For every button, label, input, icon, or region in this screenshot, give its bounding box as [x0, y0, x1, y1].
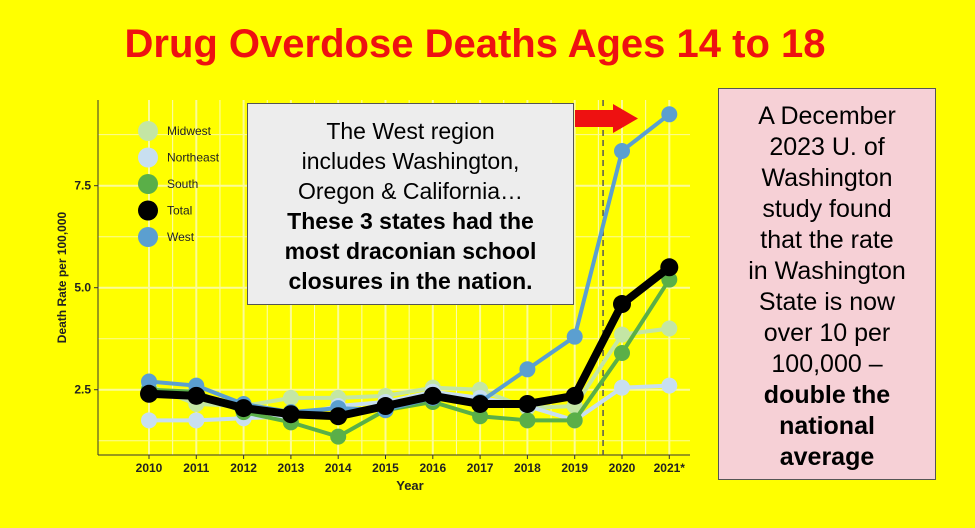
callout-line: Oregon & California… [298, 178, 523, 204]
west-region-callout: The West region includes Washington, Ore… [247, 103, 574, 305]
data-point-northeast [614, 379, 630, 396]
callout-line: Washington [761, 164, 893, 192]
x-tick-label: 2010 [136, 461, 163, 475]
x-tick-label: 2014 [325, 461, 352, 475]
callout-line: includes Washington, [301, 148, 520, 174]
x-tick-label: 2016 [419, 461, 446, 475]
callout-line: in Washington [748, 257, 906, 285]
legend-marker [138, 121, 158, 141]
callout-line: A December [758, 102, 896, 130]
data-point-total [376, 397, 395, 416]
data-point-total [187, 386, 206, 405]
x-tick-label: 2013 [278, 461, 305, 475]
legend-label: Northeast [167, 151, 220, 165]
data-point-south [519, 412, 536, 429]
data-point-west [519, 361, 536, 378]
legend-label: South [167, 177, 198, 191]
y-tick-label: 2.5 [74, 383, 91, 397]
red-arrow-shaft [575, 110, 615, 127]
data-point-total [423, 386, 442, 405]
data-point-northeast [188, 412, 205, 429]
x-axis-title: Year [396, 478, 423, 493]
callout-line: study found [762, 195, 892, 223]
data-point-total [471, 394, 490, 413]
callout-line: 100,000 – [771, 350, 883, 378]
data-point-south [661, 271, 678, 288]
data-point-west [566, 328, 583, 345]
legend-marker [138, 227, 158, 247]
callout-bold-line: average [779, 443, 875, 471]
x-tick-label: 2015 [372, 461, 399, 475]
data-point-west [141, 373, 157, 390]
y-axis-title: Death Rate per 100,000 [55, 211, 69, 343]
legend-marker [138, 174, 158, 194]
data-point-northeast [661, 377, 678, 394]
callout-line: that the rate [760, 226, 894, 254]
y-tick-label: 7.5 [74, 179, 91, 193]
red-arrow-head [613, 104, 638, 133]
legend-label: Midwest [167, 124, 212, 138]
x-tick-label: 2021* [654, 461, 686, 475]
data-point-midwest [661, 320, 678, 337]
data-point-south [614, 344, 630, 361]
legend-label: West [167, 230, 195, 244]
callout-line: The West region [326, 118, 495, 144]
data-point-south [472, 408, 489, 425]
data-point-south [566, 412, 583, 429]
legend-marker [138, 147, 158, 168]
callout-bold-line: closures in the nation. [288, 268, 533, 294]
data-point-total [140, 384, 158, 403]
callout-line: 2023 U. of [769, 133, 885, 161]
data-point-midwest [282, 389, 299, 406]
data-point-west [661, 106, 678, 123]
data-point-total [281, 405, 300, 424]
x-tick-label: 2017 [467, 461, 494, 475]
legend-marker [138, 200, 158, 221]
data-point-west [614, 143, 630, 160]
data-point-total [329, 407, 348, 426]
data-point-total [518, 394, 537, 413]
x-tick-label: 2019 [561, 461, 588, 475]
washington-study-callout: A December 2023 U. of Washington study f… [718, 88, 936, 480]
callout-line: State is now [758, 288, 896, 316]
callout-bold-line: double the [763, 381, 891, 409]
data-point-total [613, 295, 631, 314]
callout-bold-line: most draconian school [284, 238, 537, 264]
x-tick-label: 2020 [609, 461, 636, 475]
data-point-northeast [141, 412, 157, 429]
x-tick-label: 2018 [514, 461, 541, 475]
data-point-total [660, 258, 679, 277]
data-point-total [234, 399, 253, 418]
data-point-south [330, 428, 347, 445]
callout-bold-line: national [779, 412, 875, 440]
y-tick-label: 5.0 [74, 281, 91, 295]
callout-line: over 10 per [763, 319, 891, 347]
page-title: Drug Overdose Deaths Ages 14 to 18 [124, 22, 826, 66]
x-tick-label: 2012 [230, 461, 257, 475]
x-tick-label: 2011 [183, 461, 209, 475]
data-point-total [565, 386, 584, 405]
callout-bold-line: These 3 states had the [287, 208, 534, 234]
legend-label: Total [167, 204, 192, 218]
data-point-midwest [614, 326, 630, 343]
